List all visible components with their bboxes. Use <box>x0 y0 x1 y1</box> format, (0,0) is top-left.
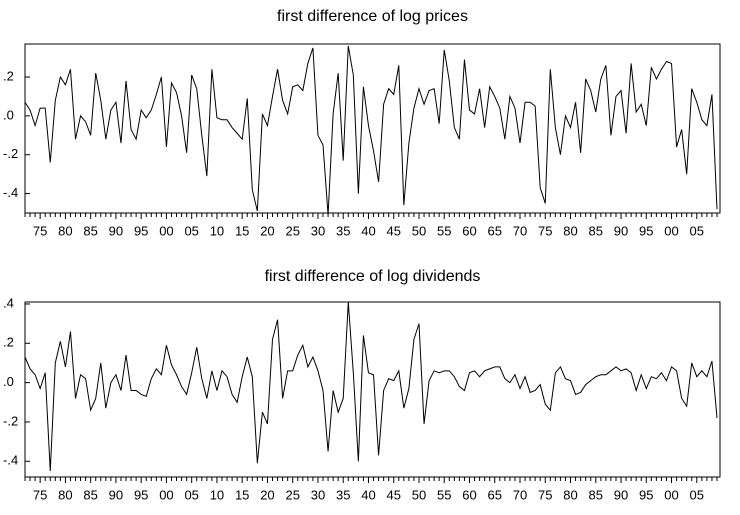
y-tick-label: .2 <box>3 335 14 350</box>
x-tick-label: 80 <box>563 223 577 238</box>
x-tick-label: 30 <box>311 487 325 502</box>
x-tick-label: 65 <box>488 223 502 238</box>
x-tick-label: 90 <box>614 223 628 238</box>
x-tick-label: 75 <box>33 223 47 238</box>
x-tick-label: 95 <box>134 223 148 238</box>
x-tick-label: 85 <box>589 487 603 502</box>
x-tick-label: 00 <box>159 223 173 238</box>
x-tick-label: 60 <box>462 487 476 502</box>
x-tick-label: 80 <box>58 487 72 502</box>
x-tick-label: 25 <box>285 487 299 502</box>
x-tick-label: 85 <box>83 487 97 502</box>
x-tick-label: 55 <box>437 487 451 502</box>
x-tick-label: 70 <box>513 223 527 238</box>
x-tick-label: 40 <box>361 487 375 502</box>
x-tick-label: 75 <box>538 487 552 502</box>
y-tick-label: -.2 <box>3 146 18 161</box>
y-tick-label: .2 <box>3 68 14 83</box>
x-tick-label: 85 <box>83 223 97 238</box>
x-tick-label: 05 <box>184 223 198 238</box>
x-tick-label: 80 <box>58 223 72 238</box>
x-tick-label: 05 <box>184 487 198 502</box>
y-tick-label: .0 <box>3 107 14 122</box>
x-tick-label: 95 <box>639 487 653 502</box>
x-tick-label: 00 <box>664 487 678 502</box>
x-tick-label: 50 <box>412 487 426 502</box>
x-tick-label: 95 <box>639 223 653 238</box>
y-tick-label: -.4 <box>3 453 18 468</box>
x-tick-label: 90 <box>109 223 123 238</box>
x-tick-label: 50 <box>412 223 426 238</box>
x-tick-label: 10 <box>210 487 224 502</box>
x-tick-label: 00 <box>159 487 173 502</box>
x-tick-label: 30 <box>311 223 325 238</box>
x-tick-label: 20 <box>260 223 274 238</box>
y-tick-label: -.4 <box>3 185 18 200</box>
data-line <box>24 301 718 472</box>
x-tick-label: 90 <box>109 487 123 502</box>
x-tick-label: 65 <box>488 487 502 502</box>
x-tick-label: 15 <box>235 487 249 502</box>
x-tick-label: 05 <box>690 223 704 238</box>
x-tick-label: 40 <box>361 223 375 238</box>
x-tick-label: 00 <box>664 223 678 238</box>
plot-frame <box>24 43 721 214</box>
y-tick-label: -.2 <box>3 413 18 428</box>
x-tick-label: 20 <box>260 487 274 502</box>
chart-title: first difference of log prices <box>277 8 468 25</box>
chart-title: first difference of log dividends <box>265 268 481 285</box>
x-tick-label: 15 <box>235 223 249 238</box>
x-tick-label: 85 <box>589 223 603 238</box>
plot-frame <box>24 301 721 478</box>
x-tick-label: 45 <box>386 487 400 502</box>
x-tick-label: 75 <box>33 487 47 502</box>
x-tick-label: 35 <box>336 223 350 238</box>
data-line <box>24 45 718 215</box>
x-tick-label: 10 <box>210 223 224 238</box>
x-tick-label: 25 <box>285 223 299 238</box>
y-tick-label: .0 <box>3 374 14 389</box>
x-tick-label: 75 <box>538 223 552 238</box>
x-tick-label: 45 <box>386 223 400 238</box>
x-tick-label: 90 <box>614 487 628 502</box>
x-tick-label: 80 <box>563 487 577 502</box>
x-tick-label: 70 <box>513 487 527 502</box>
x-tick-label: 05 <box>690 487 704 502</box>
y-tick-label: .4 <box>3 295 14 310</box>
x-tick-label: 35 <box>336 487 350 502</box>
x-tick-label: 95 <box>134 487 148 502</box>
x-tick-label: 55 <box>437 223 451 238</box>
x-tick-label: 60 <box>462 223 476 238</box>
